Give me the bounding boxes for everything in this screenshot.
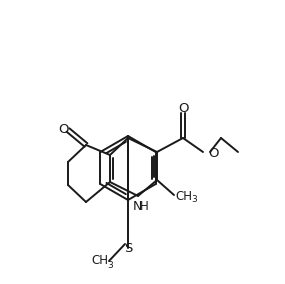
Text: 3: 3 bbox=[107, 260, 113, 270]
Text: CH: CH bbox=[176, 189, 192, 202]
Text: O: O bbox=[58, 122, 68, 135]
Text: CH: CH bbox=[91, 254, 109, 268]
Text: O: O bbox=[208, 147, 219, 160]
Text: O: O bbox=[178, 101, 188, 114]
Text: S: S bbox=[124, 241, 132, 254]
Text: 3: 3 bbox=[191, 195, 197, 204]
Text: H: H bbox=[140, 201, 148, 214]
Text: N: N bbox=[132, 201, 142, 214]
